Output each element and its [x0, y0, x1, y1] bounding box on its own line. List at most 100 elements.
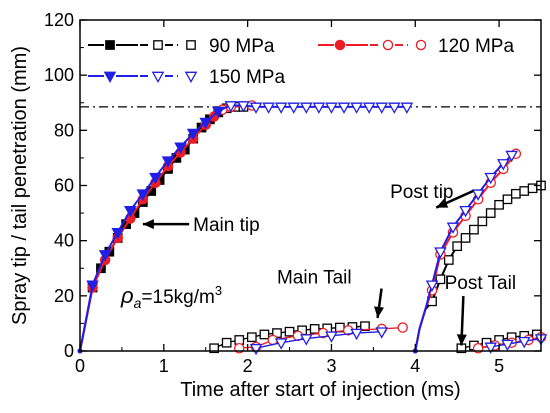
- legend-marker-open-150-mpa: [151, 71, 165, 84]
- legend: 90 MPa 120 MPa 150 MPa: [88, 36, 514, 88]
- y-tick-label: 20: [54, 286, 74, 306]
- ambient-density-label: ρa=15kg/m3: [120, 283, 222, 311]
- legend-marker-filled-150-mpa: [103, 71, 117, 84]
- post-tail-point-150-mpa: [501, 339, 514, 352]
- post-tip-point-90-mpa: [452, 241, 463, 252]
- post-tip-point-90-mpa: [477, 216, 488, 227]
- legend-label-150-mpa: 150 MPa: [209, 67, 285, 88]
- main-tail-curve-150-mpa: [255, 331, 382, 349]
- post-tip-point-150-mpa: [496, 159, 510, 171]
- main-tip-point-150-mpa: [262, 102, 275, 114]
- main-tail-point-150-mpa: [274, 338, 288, 350]
- main-tip-point-150-mpa: [161, 156, 175, 168]
- main-tail-point-150-mpa: [350, 328, 363, 341]
- main-tip-point-150-mpa: [388, 102, 401, 114]
- post-tip-point-150-mpa: [505, 150, 518, 163]
- y-tick-label: 0: [64, 341, 74, 361]
- main-tip-point-150-mpa: [249, 102, 263, 114]
- main-tip-point-150-mpa: [86, 280, 99, 292]
- post-tip-point-90-mpa: [519, 186, 530, 196]
- post-tip-point-150-mpa: [471, 189, 485, 201]
- x-tick-label: 3: [326, 356, 336, 376]
- main-tip-point-150-mpa: [186, 128, 200, 141]
- post-tip-point-90-mpa: [485, 208, 496, 218]
- post-tip-point-150-mpa: [446, 222, 460, 234]
- post-tip-point-90-mpa: [460, 233, 471, 243]
- x-tick-label: 0: [75, 356, 85, 376]
- main-tip-point-150-mpa: [350, 102, 363, 114]
- main-tail-point-90-mpa: [284, 326, 295, 337]
- x-tick-label: 5: [494, 356, 504, 376]
- post-tail-point-150-mpa: [484, 342, 498, 354]
- x-tick-label: 2: [243, 356, 253, 376]
- legend-marker-open2-150-mpa: [184, 71, 198, 84]
- main-tip-point-150-mpa: [400, 102, 414, 114]
- main-tail-point-120-mpa: [397, 322, 408, 333]
- annotation-main-tail-arrowhead: [374, 306, 384, 318]
- main-tip-point-150-mpa: [375, 102, 389, 114]
- main-tail-point-150-mpa: [300, 334, 313, 346]
- legend-label-90-mpa: 90 MPa: [209, 36, 275, 57]
- x-tick-label: 4: [410, 356, 420, 376]
- main-tail-point-150-mpa: [249, 343, 263, 356]
- density-value: =15kg/m: [141, 287, 214, 308]
- main-tail-point-90-mpa: [209, 343, 219, 354]
- annotation-post-tip: Post tip: [390, 182, 453, 203]
- rho-subscript: a: [134, 295, 142, 311]
- main-tip-point-150-mpa: [325, 102, 338, 114]
- post-tip-point-150-mpa: [484, 172, 498, 185]
- y-tick-label: 40: [54, 231, 74, 251]
- post-tip-point-90-mpa: [443, 255, 454, 265]
- legend-label-120-mpa: 120 MPa: [438, 36, 514, 57]
- y-tick-label: 100: [44, 65, 74, 85]
- post-tip-point-90-mpa: [494, 199, 504, 210]
- main-tip-point-150-mpa: [312, 102, 326, 114]
- main-tip-point-150-mpa: [199, 117, 213, 130]
- legend-marker-open2-90-mpa: [186, 40, 196, 50]
- legend-marker-open-120-mpa: [382, 39, 394, 51]
- y-tick-label: 80: [54, 120, 74, 140]
- main-tip-point-150-mpa: [274, 102, 288, 114]
- annotation-main-tip: Main tip: [193, 215, 260, 236]
- main-tail-point-90-mpa: [246, 332, 257, 343]
- main-tip-point-150-mpa: [174, 142, 187, 154]
- main-tail-point-90-mpa: [234, 335, 245, 345]
- main-tip-point-150-mpa: [287, 102, 301, 114]
- post-tip-point-90-mpa: [435, 274, 446, 285]
- rho-symbol: ρ: [120, 283, 134, 308]
- main-tail-point-90-mpa: [259, 329, 270, 340]
- main-tip-point-150-mpa: [149, 172, 162, 185]
- x-tick-label: 1: [159, 356, 169, 376]
- y-axis-title: Spray tip / tail penetration (mm): [9, 46, 31, 325]
- main-tip-point-150-mpa: [362, 102, 376, 114]
- main-tail-point-90-mpa: [221, 337, 232, 348]
- annotation-post-tip-arrowhead: [436, 198, 449, 208]
- post-tip-curve-90-mpa: [414, 184, 542, 352]
- post-tip-point-150-mpa: [425, 280, 439, 292]
- annotation-main-tip-arrowhead: [142, 219, 154, 230]
- y-tick-label: 120: [44, 10, 74, 30]
- post-tip-point-90-mpa: [502, 194, 513, 205]
- legend-marker-open2-120-mpa: [415, 39, 427, 51]
- annotation-post-tail: Post Tail: [445, 273, 516, 294]
- post-tip-point-90-mpa: [469, 224, 479, 235]
- post-tail-point-150-mpa: [517, 336, 531, 349]
- main-tail-point-90-mpa: [360, 321, 370, 332]
- x-axis-title: Time after start of injection (ms): [180, 379, 460, 401]
- density-exponent: 3: [215, 283, 222, 298]
- legend-marker-filled-120-mpa: [334, 39, 346, 51]
- annotation-post-tail-arrowhead: [456, 334, 467, 346]
- main-tip-point-150-mpa: [136, 189, 150, 201]
- main-tail-point-150-mpa: [375, 327, 389, 339]
- post-tip-point-150-mpa: [434, 247, 447, 259]
- main-tip-point-150-mpa: [237, 101, 250, 113]
- main-tail-point-150-mpa: [325, 331, 338, 343]
- post-tip-point-150-mpa: [459, 205, 472, 218]
- main-tip-point-150-mpa: [98, 250, 112, 262]
- y-tick-label: 60: [54, 176, 74, 196]
- annotation-main-tail: Main Tail: [277, 268, 352, 289]
- main-tip-point-150-mpa: [337, 102, 351, 114]
- main-tail-point-90-mpa: [309, 324, 320, 334]
- main-tip-point-150-mpa: [211, 106, 225, 119]
